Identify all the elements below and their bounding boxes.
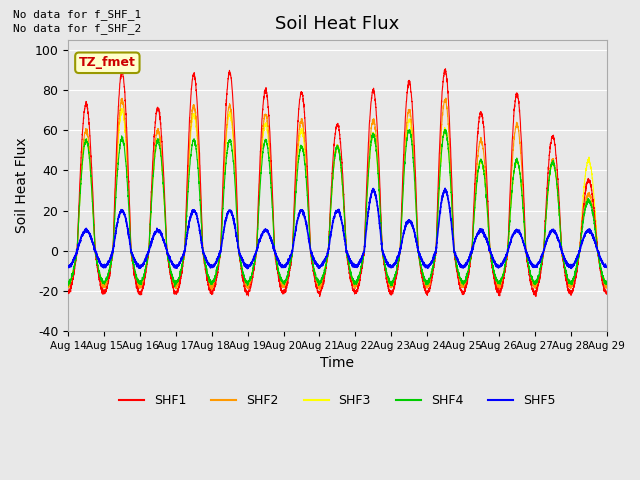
Text: TZ_fmet: TZ_fmet — [79, 56, 136, 69]
Title: Soil Heat Flux: Soil Heat Flux — [275, 15, 399, 33]
Legend: SHF1, SHF2, SHF3, SHF4, SHF5: SHF1, SHF2, SHF3, SHF4, SHF5 — [114, 389, 561, 412]
Text: No data for f_SHF_2: No data for f_SHF_2 — [13, 23, 141, 34]
X-axis label: Time: Time — [321, 356, 355, 370]
Text: No data for f_SHF_1: No data for f_SHF_1 — [13, 9, 141, 20]
Y-axis label: Soil Heat Flux: Soil Heat Flux — [15, 138, 29, 233]
